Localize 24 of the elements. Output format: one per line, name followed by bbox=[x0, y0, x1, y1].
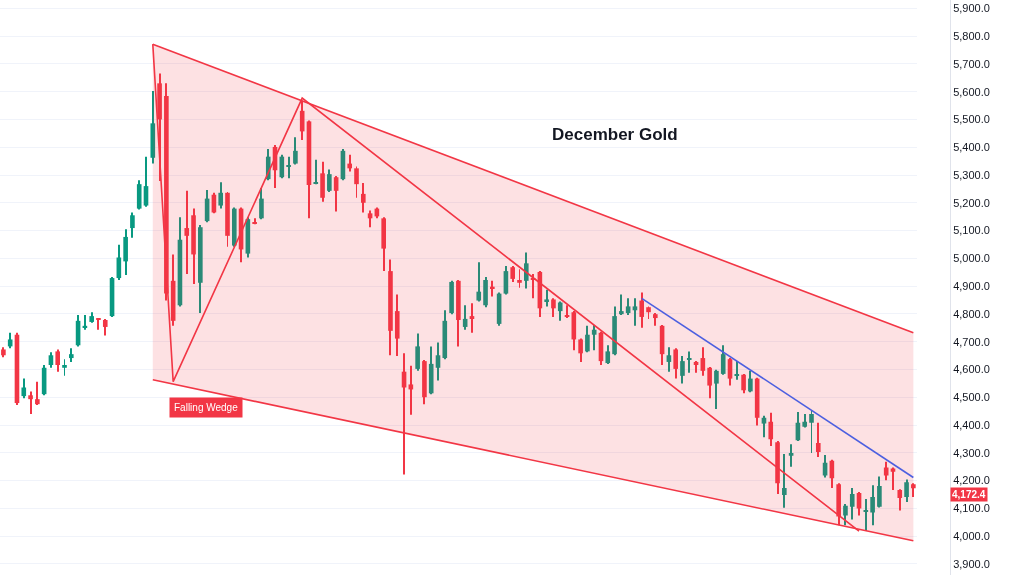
y-tick-label: 4,000.0 bbox=[953, 529, 990, 542]
text: December Gold bbox=[552, 125, 678, 144]
annotation: Falling Wedge bbox=[174, 402, 239, 413]
y-tick-label: 5,600.0 bbox=[953, 85, 990, 98]
y-tick-label: 5,900.0 bbox=[953, 2, 990, 15]
y-tick-label: 5,700.0 bbox=[953, 57, 990, 70]
y-tick-label: 4,400.0 bbox=[953, 418, 990, 431]
y-tick-label: 5,500.0 bbox=[953, 113, 990, 126]
y-tick-label: 5,200.0 bbox=[953, 196, 990, 209]
y-tick-label: 5,400.0 bbox=[953, 141, 990, 154]
y-tick-label: 5,800.0 bbox=[953, 29, 990, 42]
y-tick-label: 5,300.0 bbox=[953, 168, 990, 181]
y-tick-label: 4,800.0 bbox=[953, 307, 990, 320]
y-tick-label: 5,100.0 bbox=[953, 224, 990, 237]
y-tick-label: 5,000.0 bbox=[953, 252, 990, 265]
y-tick-label: 4,600.0 bbox=[953, 363, 990, 376]
y-tick-label: 4,200.0 bbox=[953, 474, 990, 487]
y-tick-label: 4,500.0 bbox=[953, 391, 990, 404]
y-tick-label: 3,900.0 bbox=[953, 557, 990, 570]
y-tick-label: 4,900.0 bbox=[953, 279, 990, 292]
text: 4,172.4 bbox=[952, 489, 986, 500]
y-tick-label: 4,700.0 bbox=[953, 335, 990, 348]
y-tick-label: 4,100.0 bbox=[953, 502, 990, 515]
y-tick-label: 4,300.0 bbox=[953, 446, 990, 459]
